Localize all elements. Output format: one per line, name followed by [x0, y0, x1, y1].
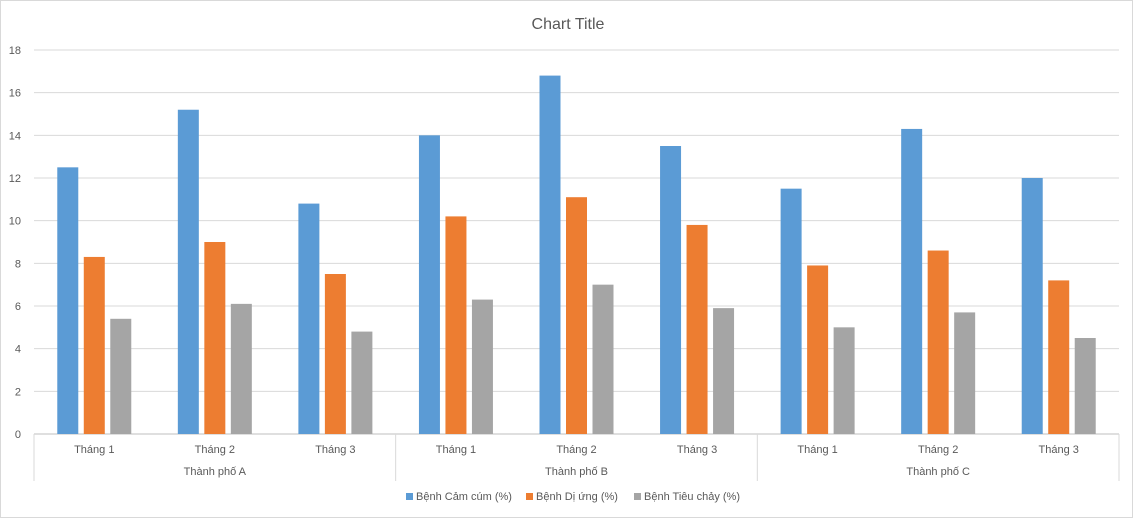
- bar: [660, 146, 682, 434]
- chart-title: Chart Title: [532, 16, 605, 33]
- bar: [1021, 178, 1043, 434]
- bar: [351, 331, 373, 434]
- legend-item: Bệnh Dị ứng (%): [526, 491, 618, 503]
- y-tick-label: 6: [15, 301, 21, 313]
- x-tick-label: Tháng 2: [918, 444, 958, 456]
- x-tick-label: Tháng 3: [677, 444, 717, 456]
- bar: [324, 274, 346, 434]
- bar: [1074, 338, 1096, 434]
- x-tick-label: Tháng 2: [556, 444, 596, 456]
- legend-label: Bệnh Tiêu chảy (%): [644, 491, 740, 503]
- legend: Bệnh Cảm cúm (%) Bệnh Dị ứng (%) Bệnh Tiêu…: [406, 491, 740, 503]
- y-tick-label: 12: [9, 173, 21, 185]
- bar: [204, 242, 226, 434]
- bar: [298, 203, 320, 434]
- bar: [83, 256, 105, 434]
- x-group-label: Thành phố C: [906, 466, 970, 478]
- bar: [566, 197, 587, 434]
- bar: [780, 188, 802, 434]
- y-tick-label: 14: [9, 130, 21, 142]
- x-axis: Tháng 1 Tháng 2 Tháng 3 Tháng 1 Tháng 2 Tháng…: [33, 434, 1120, 481]
- bar: [833, 327, 855, 434]
- bar: [901, 128, 923, 434]
- x-tick-label: Tháng 3: [1039, 444, 1079, 456]
- bar: [1048, 280, 1070, 434]
- legend-label: Bệnh Cảm cúm (%): [416, 491, 512, 503]
- x-tick-label: Tháng 1: [436, 444, 476, 456]
- legend-swatch: [634, 493, 641, 500]
- bars: [57, 75, 1096, 435]
- y-axis-ticks: 0 2 4 6 8 10 12 14 16 18: [9, 45, 21, 441]
- y-tick-label: 4: [15, 344, 21, 356]
- y-tick-label: 18: [9, 45, 21, 57]
- legend-item: Bệnh Cảm cúm (%): [406, 491, 512, 503]
- y-tick-label: 16: [9, 88, 21, 100]
- bar: [230, 303, 252, 434]
- bar: [110, 318, 132, 434]
- x-tick-label: Tháng 3: [315, 444, 355, 456]
- bar: [807, 265, 829, 434]
- legend-swatch: [406, 493, 413, 500]
- bar: [539, 75, 561, 434]
- x-group-label: Thành phố A: [184, 466, 247, 478]
- bar: [713, 308, 735, 434]
- bar: [177, 109, 199, 434]
- x-tick-label: Tháng 2: [195, 444, 235, 456]
- y-tick-label: 0: [15, 429, 21, 441]
- bar: [592, 284, 614, 434]
- x-tick-label: Tháng 1: [74, 444, 114, 456]
- bar: [471, 299, 493, 434]
- bar: [927, 250, 949, 434]
- x-tick-label: Tháng 1: [797, 444, 837, 456]
- bar: [418, 135, 440, 435]
- y-tick-label: 10: [9, 216, 21, 228]
- bar: [445, 216, 467, 434]
- x-group-label: Thành phố B: [545, 466, 608, 478]
- y-tick-label: 8: [15, 258, 21, 270]
- legend-label: Bệnh Dị ứng (%): [536, 491, 618, 503]
- legend-swatch: [526, 493, 533, 500]
- legend-item: Bệnh Tiêu chảy (%): [634, 491, 740, 503]
- bar: [954, 312, 976, 434]
- y-tick-label: 2: [15, 386, 21, 398]
- bar: [686, 224, 708, 434]
- bar: [57, 167, 79, 435]
